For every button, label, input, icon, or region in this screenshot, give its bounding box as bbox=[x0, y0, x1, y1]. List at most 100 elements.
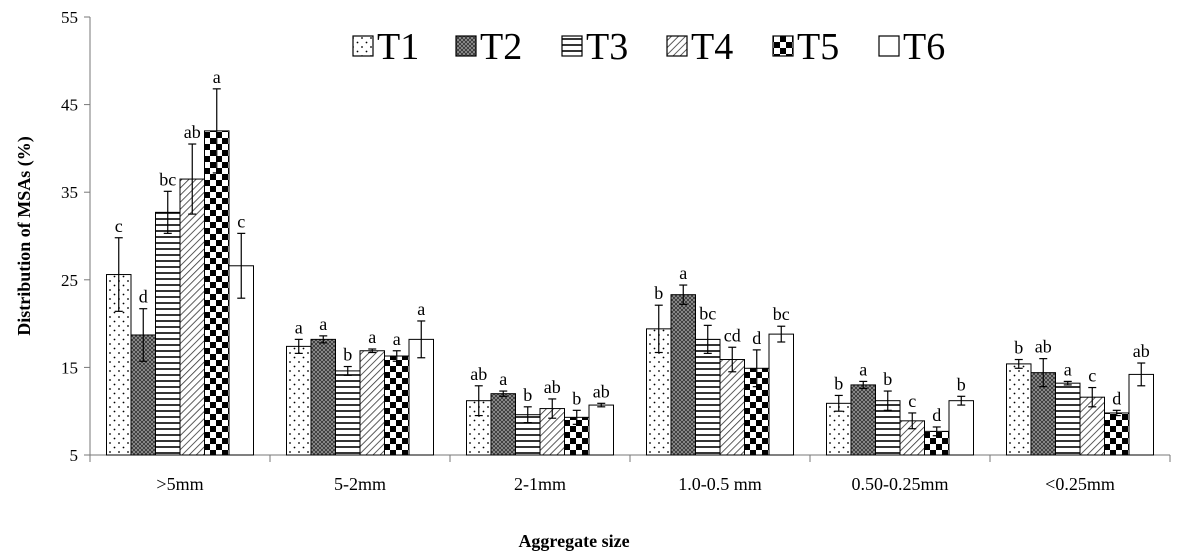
y-tick-label: 35 bbox=[61, 183, 78, 202]
error-bar bbox=[908, 412, 917, 430]
error-bar bbox=[883, 390, 892, 411]
legend-swatch bbox=[561, 35, 583, 57]
error-bar bbox=[392, 350, 401, 362]
legend-label: T2 bbox=[480, 26, 522, 68]
significance-letter: ab bbox=[593, 381, 610, 401]
significance-letter: a bbox=[417, 299, 425, 319]
error-bar bbox=[368, 348, 377, 354]
legend-label: T6 bbox=[903, 26, 945, 68]
significance-letter: c bbox=[115, 216, 123, 236]
legend-label: T4 bbox=[691, 26, 733, 68]
bar-t6 bbox=[588, 404, 614, 456]
error-bar bbox=[834, 394, 843, 412]
significance-letter: bc bbox=[773, 304, 790, 324]
error-bar bbox=[114, 237, 123, 312]
bar-t4 bbox=[719, 359, 745, 456]
significance-letter: bc bbox=[159, 169, 176, 189]
category-label: 5-2mm bbox=[334, 474, 386, 494]
y-axis-title: Distribution of MSAs (%) bbox=[14, 136, 35, 336]
significance-letter: c bbox=[1088, 366, 1096, 386]
bar-t1 bbox=[286, 345, 312, 456]
bar-t4 bbox=[359, 350, 385, 456]
error-bar bbox=[548, 398, 557, 419]
bar-t3 bbox=[155, 211, 181, 456]
error-bar bbox=[679, 284, 688, 305]
bar-t6 bbox=[1128, 373, 1154, 456]
bar-t3 bbox=[695, 338, 721, 456]
y-tick-label: 25 bbox=[61, 271, 78, 290]
legend-item-t2: T2 bbox=[455, 26, 522, 68]
error-bar bbox=[499, 390, 508, 397]
significance-letter: a bbox=[393, 329, 401, 349]
significance-letter: b bbox=[957, 374, 966, 394]
error-bar bbox=[343, 365, 352, 376]
error-bar bbox=[1039, 358, 1048, 388]
significance-letter: d bbox=[752, 328, 761, 348]
bar-t3 bbox=[335, 370, 361, 456]
error-bar bbox=[703, 324, 712, 354]
significance-letter: c bbox=[908, 391, 916, 411]
error-bar bbox=[777, 325, 786, 343]
error-bar bbox=[752, 349, 761, 388]
significance-letter: d bbox=[139, 287, 148, 307]
bar-t2 bbox=[490, 393, 516, 456]
legend-swatch bbox=[772, 35, 794, 57]
error-bar bbox=[1063, 380, 1072, 386]
legend-item-t3: T3 bbox=[561, 26, 628, 68]
error-bar bbox=[237, 232, 246, 299]
legend-item-t5: T5 bbox=[772, 26, 839, 68]
significance-letter: a bbox=[859, 359, 867, 379]
error-bar bbox=[1088, 386, 1097, 408]
y-tick-label: 5 bbox=[70, 446, 79, 465]
x-axis-title: Aggregate size bbox=[518, 531, 629, 551]
bar-t2 bbox=[310, 338, 336, 456]
significance-letter: ab bbox=[544, 377, 561, 397]
error-bar bbox=[139, 308, 148, 362]
error-bar bbox=[212, 88, 221, 174]
bar-t1 bbox=[1006, 363, 1032, 456]
category-label: 1.0-0.5 mm bbox=[678, 474, 762, 494]
bar-t1 bbox=[826, 402, 852, 456]
error-bar bbox=[1112, 409, 1121, 417]
error-bar bbox=[572, 409, 581, 425]
significance-letter: c bbox=[237, 211, 245, 231]
significance-letter: a bbox=[295, 317, 303, 337]
bar-t5 bbox=[204, 130, 230, 456]
significance-letter: a bbox=[499, 369, 507, 389]
y-tick-label: 15 bbox=[61, 358, 78, 377]
error-bar bbox=[163, 190, 172, 234]
error-bar bbox=[319, 335, 328, 344]
significance-letter: cd bbox=[724, 325, 741, 345]
category-label: <0.25mm bbox=[1045, 474, 1115, 494]
significance-letter: b bbox=[523, 385, 532, 405]
legend-item-t1: T1 bbox=[352, 26, 419, 68]
error-bar bbox=[474, 385, 483, 417]
error-bar bbox=[417, 320, 426, 359]
error-bar bbox=[728, 346, 737, 373]
legend-item-t6: T6 bbox=[878, 26, 945, 68]
legend-label: T3 bbox=[586, 26, 628, 68]
bar-t6 bbox=[768, 333, 794, 456]
bar-t6 bbox=[948, 400, 974, 456]
error-bar bbox=[654, 304, 663, 354]
significance-letter: b bbox=[883, 369, 892, 389]
significance-letter: a bbox=[319, 314, 327, 334]
error-bar bbox=[294, 338, 303, 354]
significance-letter: b bbox=[343, 345, 352, 365]
bar-t5 bbox=[1104, 412, 1130, 456]
legend-label: T1 bbox=[377, 26, 419, 68]
error-bar bbox=[859, 380, 868, 390]
category-label: >5mm bbox=[156, 474, 203, 494]
category-label: 2-1mm bbox=[514, 474, 566, 494]
category-label: 0.50-0.25mm bbox=[852, 474, 949, 494]
significance-letter: b bbox=[654, 283, 663, 303]
significance-letter: a bbox=[1064, 359, 1072, 379]
legend-label: T5 bbox=[797, 26, 839, 68]
error-bar bbox=[932, 426, 941, 437]
y-tick-label: 45 bbox=[61, 96, 78, 115]
legend-swatch bbox=[352, 35, 374, 57]
error-bar bbox=[523, 406, 532, 424]
significance-letter: ab bbox=[470, 364, 487, 384]
